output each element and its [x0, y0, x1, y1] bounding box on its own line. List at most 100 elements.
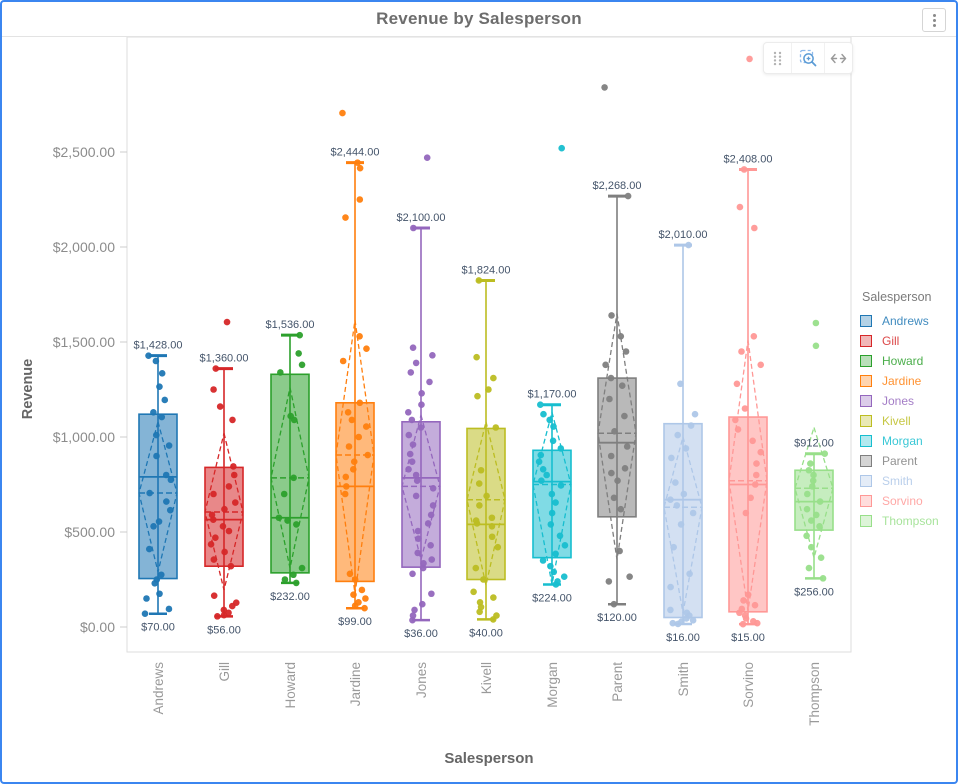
- data-point: [750, 333, 758, 340]
- data-point: [362, 423, 370, 430]
- data-point: [757, 361, 765, 369]
- data-point: [608, 469, 615, 477]
- legend-item-parent[interactable]: Parent: [860, 451, 939, 471]
- data-point: [364, 451, 372, 459]
- data-point: [809, 477, 817, 485]
- data-point: [345, 443, 353, 450]
- data-point: [494, 543, 502, 551]
- data-point: [493, 612, 500, 619]
- legend-item-kivell[interactable]: Kivell: [860, 411, 939, 431]
- data-point: [292, 579, 300, 587]
- data-point: [355, 599, 362, 606]
- data-point: [150, 409, 157, 416]
- legend-item-andrews[interactable]: Andrews: [860, 311, 939, 331]
- legend-swatch: [860, 315, 872, 327]
- legend-item-howard[interactable]: Howard: [860, 351, 939, 371]
- data-point: [601, 84, 608, 91]
- data-point: [747, 494, 754, 502]
- data-point: [298, 361, 306, 369]
- data-point: [556, 532, 564, 540]
- max-annotation: $2,100.00: [397, 212, 446, 224]
- data-point: [803, 490, 811, 498]
- min-annotation: $15.00: [731, 632, 765, 644]
- data-point: [618, 382, 626, 390]
- legend-item-gill[interactable]: Gill: [860, 331, 939, 351]
- data-point: [670, 543, 677, 551]
- data-point: [220, 606, 228, 614]
- data-point: [812, 319, 820, 327]
- legend-item-sorvino[interactable]: Sorvino: [860, 491, 939, 511]
- legend-item-jones[interactable]: Jones: [860, 391, 939, 411]
- legend-item-thompson[interactable]: Thompson: [860, 511, 939, 531]
- legend-swatch: [860, 335, 872, 347]
- box-series-morgan: $1,170.00 $224.00: [528, 144, 576, 604]
- data-point: [152, 357, 160, 365]
- data-point: [167, 476, 175, 484]
- mean-ci-diamond: [663, 434, 703, 613]
- data-point: [146, 545, 153, 553]
- pan-horizontal-button[interactable]: [824, 43, 852, 73]
- data-point: [419, 564, 427, 572]
- data-point: [547, 521, 555, 528]
- legend-item-smith[interactable]: Smith: [860, 471, 939, 491]
- data-point: [280, 490, 288, 498]
- data-point: [621, 465, 629, 472]
- data-point: [749, 618, 757, 625]
- data-point: [738, 605, 746, 613]
- data-point: [354, 159, 361, 166]
- data-point: [361, 604, 368, 612]
- box-series-andrews: $1,428.00 $70.00: [134, 340, 183, 634]
- mean-ci-diamond: [794, 425, 834, 561]
- data-point: [152, 431, 160, 439]
- data-point: [677, 521, 685, 528]
- data-point: [363, 345, 370, 352]
- data-point: [157, 571, 165, 579]
- data-point: [348, 416, 356, 424]
- data-point: [733, 380, 741, 388]
- data-point: [537, 401, 544, 409]
- x-tick-label: Parent: [610, 662, 625, 702]
- x-tick-label: Sorvino: [741, 662, 756, 708]
- widget-menu-button[interactable]: [922, 8, 946, 32]
- legend-item-jardine[interactable]: Jardine: [860, 371, 939, 391]
- data-point: [162, 471, 170, 479]
- box-series-kivell: $1,824.00 $40.00: [462, 264, 511, 639]
- min-annotation: $56.00: [207, 624, 241, 636]
- data-point: [547, 562, 554, 570]
- zoom-select-button[interactable]: [791, 43, 824, 73]
- data-point: [669, 619, 677, 627]
- data-point: [210, 386, 217, 393]
- data-point: [293, 521, 300, 528]
- data-point: [808, 483, 816, 490]
- legend-swatch: [860, 475, 872, 487]
- data-point: [740, 166, 748, 173]
- data-point: [606, 395, 613, 403]
- data-point: [736, 203, 744, 211]
- legend-label: Thompson: [882, 514, 939, 528]
- drag-handle-button[interactable]: [764, 43, 791, 73]
- data-point: [150, 523, 157, 530]
- data-point: [339, 357, 347, 365]
- box-series-howard: $1,536.00 $232.00: [266, 319, 315, 603]
- data-point: [418, 401, 425, 409]
- data-point: [557, 445, 565, 452]
- iqr-box: [466, 427, 506, 581]
- kebab-vertical-icon: [932, 13, 936, 17]
- data-point: [803, 505, 811, 513]
- min-annotation: $224.00: [532, 592, 572, 604]
- data-point: [550, 568, 558, 576]
- legend-item-morgan[interactable]: Morgan: [860, 431, 939, 451]
- data-point: [428, 556, 436, 563]
- data-point: [344, 409, 352, 416]
- max-annotation: $1,536.00: [266, 319, 315, 331]
- data-point: [739, 620, 747, 628]
- data-point: [163, 498, 170, 505]
- y-tick-label: $2,000.00: [53, 239, 115, 255]
- data-point: [475, 277, 483, 284]
- box-plot-svg[interactable]: $0.00 $500.00 $1,000.00 $1,500.00 $2,000.00 $…: [2, 37, 956, 782]
- box-series-parent: $2,268.00 $120.00: [593, 84, 641, 624]
- data-point: [405, 466, 412, 473]
- y-axis-title: Revenue: [20, 359, 36, 419]
- data-point: [296, 331, 304, 339]
- data-point: [153, 452, 160, 460]
